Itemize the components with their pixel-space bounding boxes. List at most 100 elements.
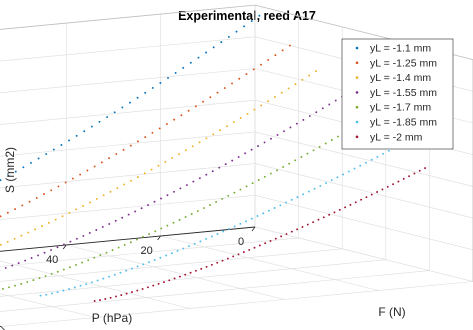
data-point <box>114 274 116 276</box>
data-point <box>163 281 165 283</box>
data-point <box>114 111 116 113</box>
data-point <box>177 250 179 252</box>
data-point <box>148 233 150 235</box>
data-point <box>50 249 52 251</box>
data-point <box>282 49 284 51</box>
data-point <box>325 182 327 184</box>
data-series <box>0 70 317 284</box>
data-point <box>129 102 131 104</box>
data-point <box>75 264 77 266</box>
data-point <box>376 156 378 158</box>
data-point <box>40 295 42 297</box>
f-axis-line <box>0 272 1 327</box>
data-point <box>388 150 390 152</box>
data-point <box>209 204 211 206</box>
data-point <box>179 276 181 278</box>
data-point <box>267 59 269 61</box>
data-point <box>302 226 304 228</box>
data-point <box>69 266 71 268</box>
data-point <box>82 235 84 237</box>
data-point <box>131 291 133 293</box>
data-point <box>29 201 31 203</box>
data-point <box>191 213 193 215</box>
data-point <box>76 135 78 137</box>
data-point <box>178 153 180 155</box>
data-point <box>274 96 276 98</box>
data-point <box>168 279 170 281</box>
data-point <box>194 243 196 245</box>
data-point <box>18 262 20 264</box>
data-point <box>65 182 67 184</box>
data-point <box>202 101 204 103</box>
data-point <box>307 224 309 226</box>
legend-label: yL = -1.7 mm <box>370 102 431 114</box>
data-point <box>387 186 389 188</box>
data-point <box>20 235 22 237</box>
s-axis-label: S (mm2) <box>3 147 17 193</box>
data-point <box>413 173 415 175</box>
data-point <box>217 233 219 235</box>
data-point <box>226 125 228 127</box>
data-point <box>190 272 192 274</box>
data-point <box>243 251 245 253</box>
data-point <box>37 254 39 256</box>
data-point <box>147 204 149 206</box>
data-point <box>279 204 281 206</box>
data-point <box>26 281 28 283</box>
data-point <box>199 177 201 179</box>
data-point <box>0 215 2 217</box>
data-point <box>171 252 173 254</box>
data-point <box>185 216 187 218</box>
data-point <box>152 285 154 287</box>
data-point <box>137 176 139 178</box>
wall-grid-line <box>0 37 255 82</box>
data-point <box>360 199 362 201</box>
data-point <box>99 254 101 256</box>
data-point <box>355 201 357 203</box>
data-point <box>136 290 138 292</box>
data-point <box>45 275 47 277</box>
data-point <box>424 167 426 169</box>
data-point <box>137 97 139 99</box>
data-point <box>58 185 60 187</box>
data-point <box>108 157 110 159</box>
legend-marker <box>356 76 359 79</box>
data-point <box>211 264 213 266</box>
data-point <box>218 167 220 169</box>
data-point <box>34 228 36 230</box>
data-point <box>323 216 325 218</box>
data-point <box>260 64 262 66</box>
data-point <box>164 161 166 163</box>
data-point <box>251 218 253 220</box>
data-point <box>102 278 104 280</box>
data-point <box>212 170 214 172</box>
data-point <box>2 288 4 290</box>
data-point <box>51 292 53 294</box>
data-point <box>57 271 59 273</box>
data-point <box>192 145 194 147</box>
wall-grid-line <box>255 195 473 250</box>
data-point <box>195 270 197 272</box>
data-point <box>120 272 122 274</box>
data-point <box>99 121 101 123</box>
data-point <box>403 178 405 180</box>
data-point <box>108 276 110 278</box>
data-point <box>62 215 64 217</box>
data-point <box>224 87 226 89</box>
wall-grid-line <box>0 132 255 177</box>
data-point <box>382 153 384 155</box>
data-point <box>288 163 290 165</box>
p-tick-label: 20 <box>140 245 152 257</box>
data-point <box>11 265 13 267</box>
data-point <box>205 137 207 139</box>
data-point <box>76 238 78 240</box>
data-point <box>213 46 215 48</box>
data-point <box>289 127 291 129</box>
data-point <box>68 139 70 141</box>
data-point <box>289 45 291 47</box>
data-point <box>125 270 127 272</box>
data-point <box>277 134 279 136</box>
data-point <box>397 181 399 183</box>
data-point <box>212 133 214 135</box>
data-point <box>288 87 290 89</box>
